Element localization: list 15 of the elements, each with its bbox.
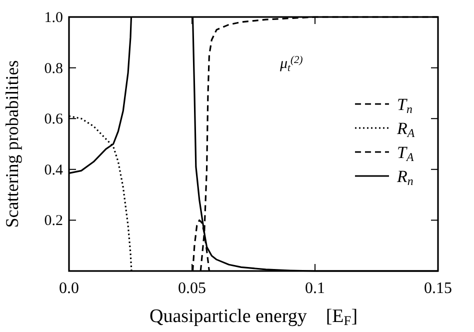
y-tick-label: 0.4 [44, 162, 64, 178]
x-tick-label: 0.1 [305, 280, 325, 297]
legend-label: T$_{n}$ [397, 95, 412, 116]
legend-label: T$_{A}$ [397, 143, 414, 164]
y-tick-label: 1.0 [44, 10, 63, 26]
x-axis-title: Quasiparticle energy [E$_{F}$] [149, 306, 358, 328]
y-tick-label: 0.2 [44, 213, 63, 230]
x-tick-label: 0.15 [424, 280, 452, 297]
y-tick-label: 0.8 [44, 60, 63, 77]
legend-label: R$_{n}$ [396, 167, 414, 188]
legend-label: R$_{A}$ [396, 119, 416, 140]
x-tick-label: 0.0 [59, 280, 79, 297]
y-tick-label: 0.6 [44, 112, 64, 128]
y-axis-title: Scattering probabilities [2, 60, 22, 228]
x-tick-label: 0.05 [178, 280, 206, 297]
